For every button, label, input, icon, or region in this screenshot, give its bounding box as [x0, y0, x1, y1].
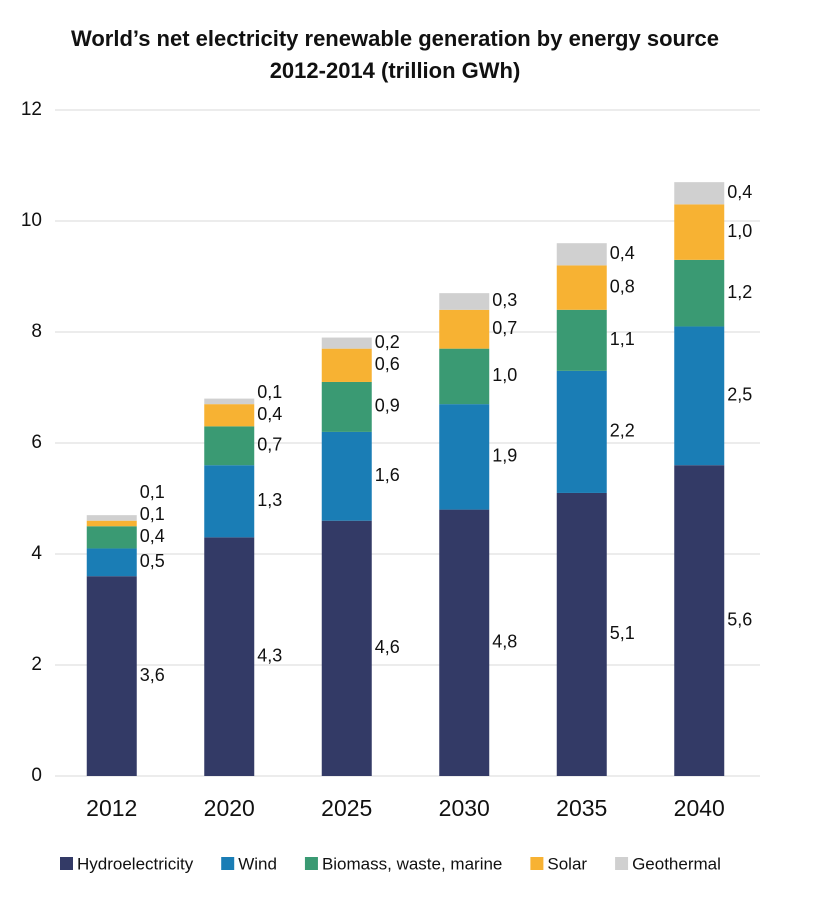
legend-swatch: [221, 857, 235, 870]
value-label: 0,4: [610, 243, 635, 263]
bar-segment: [204, 465, 255, 538]
legend-swatch: [60, 857, 73, 870]
value-label: 1,0: [492, 365, 517, 385]
bar-segment: [321, 381, 372, 432]
bar-segment: [86, 576, 137, 776]
legend-swatch: [304, 857, 318, 870]
value-label: 1,3: [257, 490, 282, 510]
value-label: 4,8: [492, 632, 517, 652]
x-tick-label: 2020: [204, 795, 255, 821]
legend-swatch: [615, 857, 629, 870]
bar-segment: [439, 293, 490, 310]
value-label: 2,5: [727, 385, 752, 405]
legend-label: Geothermal: [632, 854, 721, 873]
value-label: 1,0: [727, 221, 752, 241]
y-tick-label: 8: [31, 321, 42, 342]
value-label: 5,6: [727, 609, 752, 629]
y-tick-label: 12: [21, 99, 42, 120]
bar-segment: [439, 348, 490, 405]
value-label: 0,4: [140, 526, 165, 546]
bar-segment: [674, 259, 725, 327]
bar-segment: [556, 370, 607, 493]
x-tick-label: 2025: [321, 795, 372, 821]
bar-segment: [674, 204, 725, 260]
bar-segment: [556, 265, 607, 310]
chart-title: World’s net electricity renewable genera…: [71, 26, 719, 51]
bar-segment: [86, 520, 137, 527]
value-label: 0,2: [375, 332, 400, 352]
bar-segment: [204, 426, 255, 466]
y-tick-label: 0: [31, 765, 42, 786]
value-label: 0,6: [375, 354, 400, 374]
value-label: 5,1: [610, 623, 635, 643]
legend-swatch: [530, 857, 544, 870]
chart-subtitle: 2012-2014 (trillion GWh): [270, 58, 521, 83]
bar-segment: [204, 398, 255, 405]
x-tick-label: 2012: [86, 795, 137, 821]
bar-segment: [321, 337, 372, 349]
legend-label: Wind: [238, 854, 277, 873]
value-label: 0,9: [375, 396, 400, 416]
bar-segment: [321, 348, 372, 382]
value-label: 0,7: [257, 435, 282, 455]
bar-segment: [556, 492, 607, 776]
y-tick-label: 6: [31, 432, 42, 453]
legend-label: Biomass, waste, marine: [322, 854, 502, 873]
value-label: 1,6: [375, 465, 400, 485]
value-label: 1,9: [492, 446, 517, 466]
value-label: 0,4: [727, 182, 752, 202]
value-label: 4,6: [375, 637, 400, 657]
value-label: 0,8: [610, 276, 635, 296]
bar-segment: [674, 326, 725, 466]
y-tick-label: 4: [31, 543, 42, 564]
bar-segment: [321, 431, 372, 521]
legend-label: Solar: [547, 854, 587, 873]
bar-segment: [439, 404, 490, 510]
bar-segment: [556, 243, 607, 266]
legend-label: Hydroelectricity: [77, 854, 194, 873]
value-label: 0,7: [492, 318, 517, 338]
value-label: 0,1: [140, 482, 165, 502]
x-tick-label: 2040: [674, 795, 725, 821]
bar-segment: [439, 309, 490, 349]
x-tick-label: 2035: [556, 795, 607, 821]
bar-segment: [439, 509, 490, 776]
value-label: 0,3: [492, 290, 517, 310]
value-label: 0,5: [140, 551, 165, 571]
bar-segment: [86, 548, 137, 577]
bar-segment: [204, 404, 255, 427]
bar-segment: [86, 526, 137, 549]
value-label: 4,3: [257, 645, 282, 665]
value-label: 0,1: [257, 382, 282, 402]
x-tick-label: 2030: [439, 795, 490, 821]
value-label: 2,2: [610, 421, 635, 441]
bar-segment: [204, 537, 255, 776]
bar-segment: [86, 515, 137, 521]
bar-segment: [674, 182, 725, 205]
value-label: 1,1: [610, 329, 635, 349]
bar-segment: [321, 520, 372, 776]
value-label: 0,1: [140, 504, 165, 524]
y-tick-label: 2: [31, 654, 42, 675]
value-label: 3,6: [140, 665, 165, 685]
value-label: 1,2: [727, 282, 752, 302]
bar-segment: [556, 309, 607, 371]
bar-segment: [674, 465, 725, 776]
value-label: 0,4: [257, 404, 282, 424]
y-tick-label: 10: [21, 210, 42, 231]
